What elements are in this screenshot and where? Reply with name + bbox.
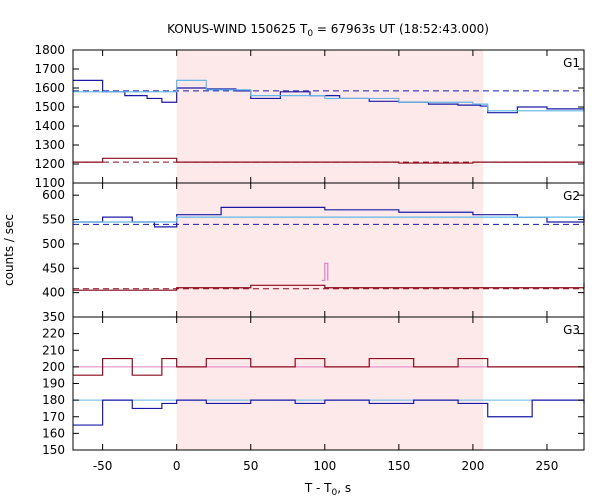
- panel-1-highlight: [176, 50, 484, 183]
- x-axis-label-pre: T - T: [304, 481, 332, 495]
- panel-1-ytick-label-1100: 1100: [34, 176, 65, 190]
- panel-3-ytick-label-160: 160: [42, 426, 65, 440]
- panel-3-ytick-label-220: 220: [42, 327, 65, 341]
- chart-title-sub: 0: [307, 29, 313, 39]
- chart-title-post: = 67963s UT (18:52:43.000): [313, 22, 489, 36]
- x-axis-label: T - T0, s: [304, 481, 351, 498]
- panel-2-ytick-label-550: 550: [42, 213, 65, 227]
- panel-1-ytick-label-1800: 1800: [34, 43, 65, 57]
- panel-2-ytick-label-500: 500: [42, 237, 65, 251]
- panels-group: 11001200130014001500160017001800G1350400…: [34, 43, 585, 473]
- panel-1-ytick-label-1400: 1400: [34, 119, 65, 133]
- xtick-label-50: 50: [243, 459, 258, 473]
- panel-3-ytick-label-210: 210: [42, 343, 65, 357]
- x-axis-label-post: , s: [337, 481, 351, 495]
- chart-title-pre: KONUS-WIND 150625 T: [167, 22, 308, 36]
- panel-2-ytick-label-400: 400: [42, 286, 65, 300]
- panel-1-ytick-label-1200: 1200: [34, 157, 65, 171]
- panel-3-highlight: [176, 317, 484, 450]
- panel-1-ytick-label-1500: 1500: [34, 100, 65, 114]
- xtick-label-200: 200: [461, 459, 484, 473]
- panel-1-label: G1: [563, 56, 580, 70]
- panel-2-ytick-label-350: 350: [42, 310, 65, 324]
- panel-3-label: G3: [563, 323, 580, 337]
- panel-2-ytick-label-600: 600: [42, 188, 65, 202]
- x-axis-label-sub: 0: [332, 488, 338, 498]
- y-axis-label: counts / sec: [2, 214, 16, 286]
- panel-2-series-3: [73, 282, 585, 291]
- panel-3-series-1: [73, 357, 585, 376]
- panel-1-ytick-label-1600: 1600: [34, 81, 65, 95]
- panel-1-series-2: [73, 79, 585, 112]
- panel-3-ytick-label-180: 180: [42, 393, 65, 407]
- panel-1-series-3: [73, 157, 585, 164]
- panel-2-ytick-label-450: 450: [42, 261, 65, 275]
- xtick-label-250: 250: [536, 459, 559, 473]
- panel-2-highlight: [176, 183, 484, 317]
- panel-2-series-2: [73, 216, 584, 223]
- panel-3-ytick-label-150: 150: [42, 443, 65, 457]
- panel-3-ytick-label-200: 200: [42, 360, 65, 374]
- panel-2-label: G2: [563, 189, 580, 203]
- panel-1-ytick-label-1300: 1300: [34, 138, 65, 152]
- xtick-label-100: 100: [313, 459, 336, 473]
- panel-1-ytick-label-1700: 1700: [34, 62, 65, 76]
- xtick-label-150: 150: [387, 459, 410, 473]
- panel-3-series-2: [73, 399, 585, 426]
- panel-1-series-1: [73, 79, 584, 114]
- panel-3-ytick-label-190: 190: [42, 377, 65, 391]
- panel-3-ytick-label-170: 170: [42, 410, 65, 424]
- xtick-label--50: -50: [93, 459, 113, 473]
- xtick-label-0: 0: [173, 459, 181, 473]
- panel-2-series-4: [321, 262, 329, 282]
- chart-title: KONUS-WIND 150625 T0 = 67963s UT (18:52:…: [167, 22, 489, 39]
